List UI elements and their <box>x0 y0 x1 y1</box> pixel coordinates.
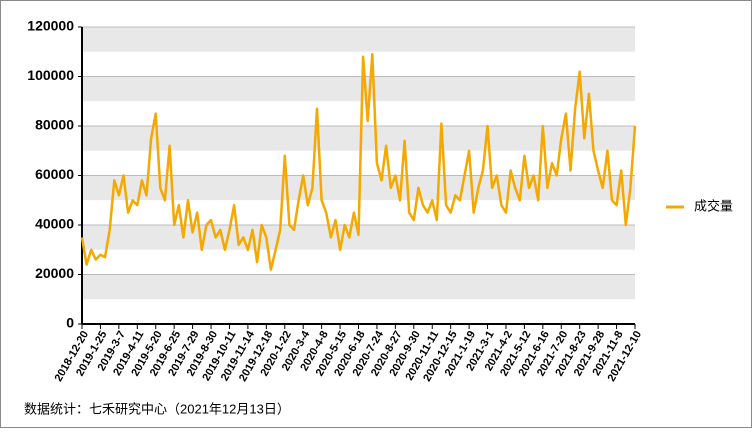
grid-band <box>82 101 635 126</box>
y-tick-label: 60000 <box>35 166 74 182</box>
grid-band <box>82 76 635 102</box>
grid-band <box>82 51 635 77</box>
footer: 数据统计：七禾研究中心（2021年12月13日） <box>24 401 290 416</box>
grid-band <box>82 126 635 151</box>
y-tick-label: 20000 <box>35 265 74 281</box>
line-series <box>80 52 637 271</box>
y-tick-label: 0 <box>66 315 74 331</box>
y-tick-label: 40000 <box>35 216 74 232</box>
grid-band <box>82 299 635 324</box>
grid-band <box>82 27 635 52</box>
y-tick-label: 80000 <box>35 117 74 133</box>
grid-band <box>82 249 635 275</box>
y-tick-label: 100000 <box>27 67 74 83</box>
grid-band <box>82 150 635 176</box>
y-tick-label: 120000 <box>27 18 74 34</box>
grid-band <box>82 274 635 300</box>
legend-label: 成交量 <box>694 198 733 213</box>
